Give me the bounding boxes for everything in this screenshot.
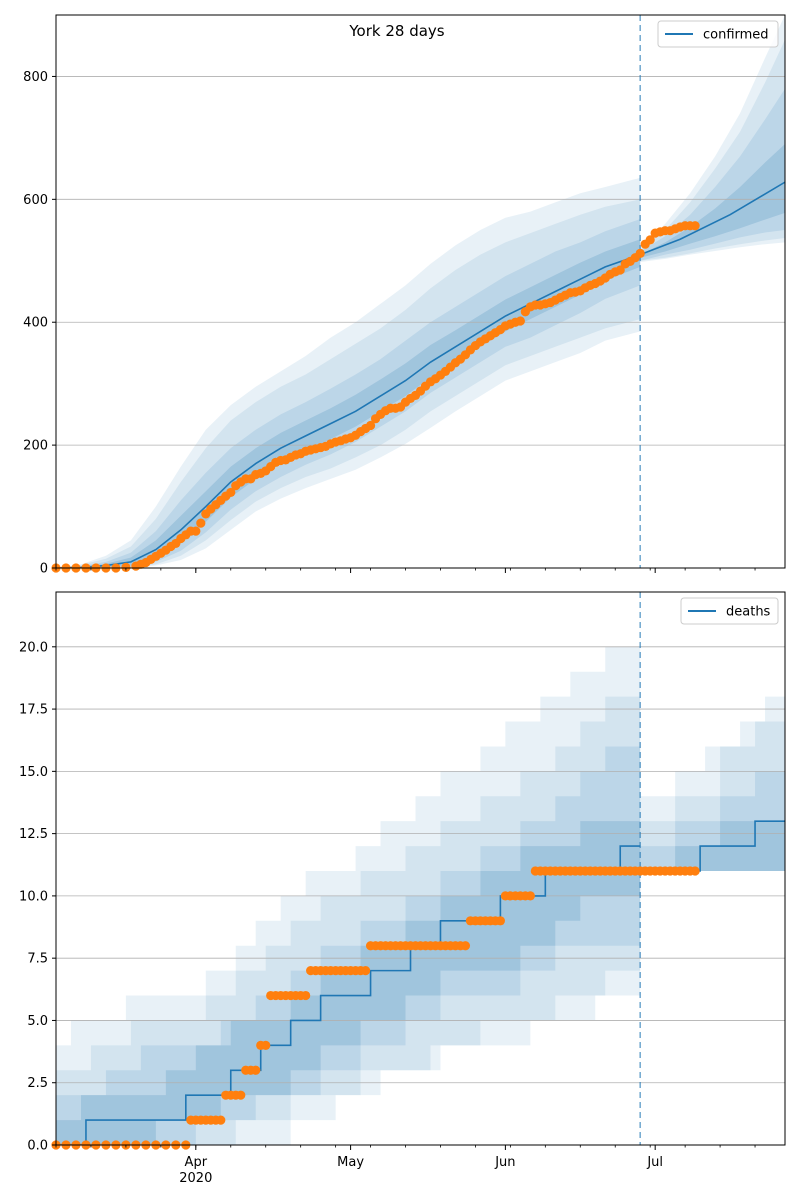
observed-point (690, 866, 700, 876)
observed-point (251, 1065, 261, 1075)
observed-point (525, 891, 535, 901)
y-tick-label: 17.5 (19, 703, 48, 718)
uncertainty-band (56, 177, 641, 568)
observed-point (261, 1040, 271, 1050)
y-tick-label: 15.0 (19, 765, 48, 780)
deaths-legend: deaths (680, 597, 779, 625)
uncertainty-band (640, 39, 785, 261)
y-tick-label: 800 (23, 70, 48, 85)
x-tick-sublabel: 2020 (179, 1171, 212, 1186)
observed-point (216, 1115, 226, 1125)
y-tick-label: 600 (23, 193, 48, 208)
y-tick-label: 7.5 (27, 952, 48, 967)
uncertainty-band (56, 239, 641, 568)
uncertainty-band (640, 88, 785, 261)
observed-point (690, 221, 700, 231)
uncertainty-band (56, 821, 641, 1145)
observed-point (635, 248, 645, 259)
observed-point (360, 966, 371, 976)
axes-frame (55, 591, 786, 1146)
uncertainty-band (640, 144, 785, 258)
observed-point (365, 420, 376, 431)
y-tick-label: 0.0 (27, 1139, 48, 1154)
x-tick-label: May (337, 1155, 364, 1170)
y-tick-label: 10.0 (19, 889, 48, 904)
uncertainty-band (56, 218, 641, 568)
observed-point (645, 235, 655, 245)
observed-point (460, 941, 471, 951)
observed-point (226, 487, 236, 498)
x-tick-label: Jul (646, 1155, 663, 1170)
observed-point (196, 518, 206, 528)
y-tick-label: 200 (23, 439, 48, 454)
confirmed-axes: 0 200 400 600 800 (23, 14, 786, 577)
legend-frame (680, 597, 779, 625)
model-series-line (56, 181, 785, 568)
uncertainty-band (56, 746, 641, 1145)
uncertainty-band (640, 796, 785, 871)
uncertainty-band (56, 199, 641, 568)
y-tick-label: 5.0 (27, 1014, 48, 1029)
observed-point (236, 1090, 246, 1100)
uncertainty-band (56, 592, 641, 1145)
chart-title: York 28 days (348, 22, 444, 40)
observed-point (301, 990, 311, 1001)
observed-point (615, 265, 625, 275)
legend-frame (657, 20, 779, 48)
confirmed-uncertainty-bands (56, 15, 785, 568)
observed-point (121, 562, 131, 572)
axes-frame (55, 14, 786, 569)
observed-point (515, 316, 525, 326)
legend-label-deaths: deaths (726, 605, 771, 620)
confirmed-panel: 0 200 400 600 800 York 28 days confirmed (23, 14, 786, 577)
confirmed-legend: confirmed (657, 20, 779, 48)
y-tick-label: 12.5 (19, 827, 48, 842)
uncertainty-band (56, 696, 641, 1145)
y-tick-label: 20.0 (19, 640, 48, 655)
x-tick-label: Apr (185, 1155, 208, 1170)
uncertainty-band (640, 15, 785, 263)
y-tick-label: 2.5 (27, 1076, 48, 1091)
observed-point (191, 526, 201, 536)
uncertainty-band (640, 746, 785, 871)
y-tick-label: 0 (40, 562, 48, 577)
legend-label-confirmed: confirmed (703, 28, 769, 43)
x-tick-label: Jun (494, 1155, 515, 1170)
model-series-line (56, 845, 641, 1145)
deaths-observed-points (51, 866, 700, 1150)
y-tick-label: 400 (23, 316, 48, 331)
confirmed-model-line (56, 15, 785, 568)
confirmed-observed-points (51, 221, 700, 573)
observed-point (495, 916, 505, 926)
